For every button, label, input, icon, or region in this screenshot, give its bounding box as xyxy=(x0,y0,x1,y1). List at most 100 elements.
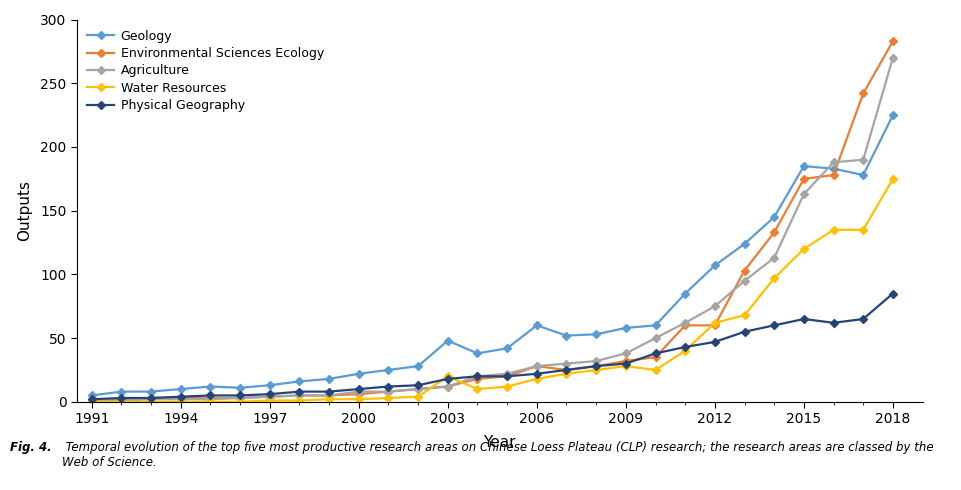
Geology xyxy=(679,291,691,296)
Environmental Sciences Ecology xyxy=(857,91,869,97)
Agriculture xyxy=(502,371,513,377)
Environmental Sciences Ecology xyxy=(560,367,572,373)
Water Resources xyxy=(590,367,602,373)
Geology xyxy=(205,384,216,390)
Physical Geography xyxy=(175,394,186,400)
Physical Geography xyxy=(827,320,839,326)
Agriculture xyxy=(264,394,276,400)
Water Resources xyxy=(739,312,751,318)
Physical Geography xyxy=(560,367,572,373)
Geology xyxy=(560,333,572,339)
Geology xyxy=(382,367,394,373)
Water Resources xyxy=(560,371,572,377)
Agriculture xyxy=(472,373,483,379)
Water Resources xyxy=(323,396,334,402)
Geology xyxy=(175,386,186,392)
Text: Temporal evolution of the top five most productive research areas on Chinese Loe: Temporal evolution of the top five most … xyxy=(62,441,934,469)
Environmental Sciences Ecology xyxy=(620,358,631,364)
Physical Geography xyxy=(205,392,216,398)
Agriculture xyxy=(294,392,306,398)
Agriculture xyxy=(798,191,809,197)
Agriculture xyxy=(86,397,97,403)
Agriculture xyxy=(857,157,869,163)
Water Resources xyxy=(679,348,691,354)
Agriculture xyxy=(560,361,572,367)
Agriculture xyxy=(590,358,602,364)
Agriculture xyxy=(323,392,334,398)
Physical Geography xyxy=(650,350,661,356)
Physical Geography xyxy=(798,316,809,322)
Geology xyxy=(887,112,899,118)
Geology xyxy=(86,392,97,398)
Physical Geography xyxy=(294,389,306,394)
Environmental Sciences Ecology xyxy=(531,363,543,369)
Agriculture xyxy=(769,255,780,261)
Water Resources xyxy=(234,399,246,405)
Physical Geography xyxy=(353,386,364,392)
Water Resources xyxy=(769,275,780,281)
Agriculture xyxy=(145,396,157,402)
Physical Geography xyxy=(412,382,424,388)
Physical Geography xyxy=(739,329,751,335)
Environmental Sciences Ecology xyxy=(442,384,454,390)
Line: Physical Geography: Physical Geography xyxy=(89,291,896,402)
Water Resources xyxy=(709,320,721,326)
Water Resources xyxy=(650,367,661,373)
Water Resources xyxy=(857,227,869,233)
Environmental Sciences Ecology xyxy=(709,322,721,328)
Water Resources xyxy=(382,395,394,401)
Line: Geology: Geology xyxy=(89,112,896,398)
Geology xyxy=(531,322,543,328)
Environmental Sciences Ecology xyxy=(323,392,334,398)
Physical Geography xyxy=(472,373,483,379)
Water Resources xyxy=(264,397,276,403)
Geology xyxy=(353,371,364,377)
Agriculture xyxy=(442,384,454,390)
Environmental Sciences Ecology xyxy=(590,363,602,369)
Water Resources xyxy=(175,399,186,405)
Geology xyxy=(323,376,334,382)
Geology xyxy=(145,389,157,394)
Physical Geography xyxy=(502,373,513,379)
Physical Geography xyxy=(769,322,780,328)
Physical Geography xyxy=(115,395,127,401)
Water Resources xyxy=(798,246,809,252)
Environmental Sciences Ecology xyxy=(887,38,899,44)
Environmental Sciences Ecology xyxy=(294,392,306,398)
Water Resources xyxy=(472,386,483,392)
Geology xyxy=(590,331,602,337)
Agriculture xyxy=(353,389,364,394)
Geology xyxy=(769,214,780,220)
Geology xyxy=(798,163,809,169)
Environmental Sciences Ecology xyxy=(679,322,691,328)
Agriculture xyxy=(115,397,127,403)
Environmental Sciences Ecology xyxy=(827,172,839,178)
Agriculture xyxy=(739,278,751,284)
Physical Geography xyxy=(234,392,246,398)
Physical Geography xyxy=(590,363,602,369)
Physical Geography xyxy=(887,291,899,296)
Line: Water Resources: Water Resources xyxy=(89,176,896,405)
Environmental Sciences Ecology xyxy=(412,386,424,392)
Line: Agriculture: Agriculture xyxy=(89,55,896,403)
Environmental Sciences Ecology xyxy=(175,395,186,401)
Agriculture xyxy=(709,303,721,309)
Physical Geography xyxy=(323,389,334,394)
Water Resources xyxy=(353,396,364,402)
Environmental Sciences Ecology xyxy=(382,389,394,394)
Geology xyxy=(709,263,721,269)
Environmental Sciences Ecology xyxy=(264,394,276,400)
Geology xyxy=(827,166,839,171)
Geology xyxy=(502,345,513,351)
Geology xyxy=(650,322,661,328)
Agriculture xyxy=(827,159,839,165)
Text: Fig. 4.: Fig. 4. xyxy=(10,441,51,454)
Water Resources xyxy=(86,399,97,405)
Environmental Sciences Ecology xyxy=(145,395,157,401)
Water Resources xyxy=(620,363,631,369)
Physical Geography xyxy=(709,339,721,345)
Environmental Sciences Ecology xyxy=(650,354,661,360)
Environmental Sciences Ecology xyxy=(739,268,751,273)
Agriculture xyxy=(679,320,691,326)
Y-axis label: Outputs: Outputs xyxy=(16,180,32,241)
